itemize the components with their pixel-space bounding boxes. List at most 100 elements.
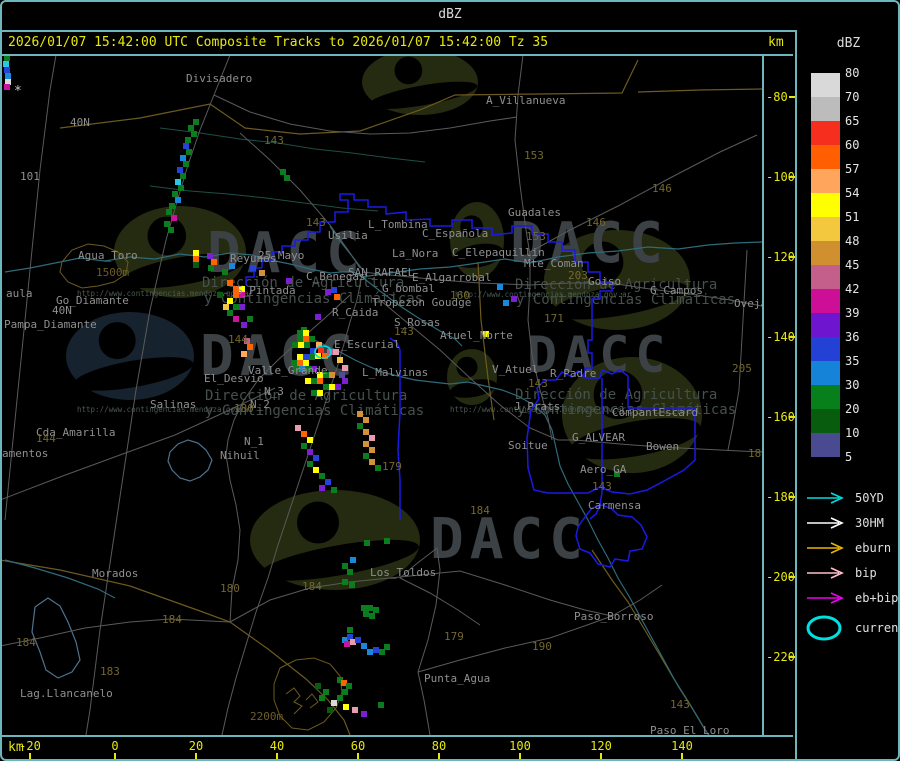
road-line [361,271,531,286]
echo-cell [357,411,363,417]
map-label: N_1 [244,435,264,448]
map-label: 146 [652,182,672,195]
track-arrow-icon [807,542,844,554]
road-line [221,274,363,735]
watermark-caption-text: y Contingencias Climáticas [205,403,424,419]
watermark-eye-band [449,379,497,398]
echo-cell [384,644,390,650]
scale-swatch [811,313,840,337]
legend-label: eb+bip [855,591,899,605]
dbz-scale-panel: dBZ 80 70 65 60 57 54 51 48 45 42 39 36 35 30 20 10 5 50Y… [795,30,900,759]
road-line [229,570,613,623]
map-label: Nihuil [220,449,260,462]
echo-cell [191,131,197,137]
echo-cell [217,292,223,298]
watermark-eye-band [552,281,689,320]
watermark-eye-band [259,539,419,581]
echo-cell [186,149,192,155]
echo-cell [317,378,323,384]
map-label: 171 [544,312,564,325]
scale-label: 70 [845,90,860,104]
echo-cell [309,354,315,360]
map-label: V_Atuel [492,363,538,376]
title-text: dBZ [438,7,462,22]
echo-cell [4,56,10,61]
bottom-axis-label: 80 [431,739,447,753]
echo-cell [315,683,321,689]
echo-cell [327,707,333,713]
echo-cell [329,384,335,390]
map-label: Soitue [508,439,548,452]
echo-cell [180,173,186,179]
echo-cell [343,704,349,710]
scale-swatch [811,121,840,145]
map-label: 184 [162,613,182,626]
department-boundary [245,267,262,285]
bottom-axis-tick [357,753,359,759]
map-label: 143 [528,377,548,390]
echo-cell [293,366,299,372]
current-storm-ellipse [314,345,332,359]
echo-cell [295,425,301,431]
echo-cell [346,683,352,689]
watermark-eye-pupil [581,241,624,284]
echo-cell [298,342,304,348]
river-line [329,225,363,270]
road-line [529,282,762,307]
echo-cell [229,263,235,269]
echo-cell [311,390,317,396]
bottom-distance-axis: km -20 0 20 40 60 80 100 120 140 [0,735,793,761]
map-label: Los_Toldos [370,566,436,579]
echo-cell [307,461,313,467]
km-unit-top: km [768,35,784,50]
map-label: 40N [70,116,90,129]
road-line [239,132,361,269]
echo-cell [211,259,217,265]
echo-cell [331,487,337,493]
map-label: A_Villanueva [486,94,565,107]
echo-cell [175,197,181,203]
map-label: SAN_RAFAEL [348,266,415,279]
road-secondary [2,559,351,735]
echo-cell [4,84,10,90]
echo-cell [307,449,313,455]
road-line [225,294,351,456]
bottom-axis-label: 140 [671,739,693,753]
river-line [4,559,116,599]
radar-map-area[interactable]: DACC DACC DACC DACC DACC Dirección de Agricul… [2,56,762,735]
echo-cell [317,390,323,396]
road-secondary [591,549,710,735]
road-secondary [637,88,762,93]
right-axis-label: -80 [766,90,788,104]
watermark-caption-text: Dirección de Agricultura [205,388,407,404]
echo-cell [280,169,286,175]
echo-cell [363,429,369,435]
echo-cell [323,689,329,695]
echo-cell [322,353,328,359]
echo-cell [311,378,317,384]
echo-cell [503,300,509,306]
echo-cell [239,292,245,298]
right-axis-label: -120 [766,250,795,264]
echo-cell [361,711,367,717]
right-axis-label: -160 [766,410,795,424]
echo-cell [373,647,379,653]
echo-cell [164,221,170,227]
echo-cell [363,441,369,447]
map-label: L_Tombina [368,218,428,231]
echo-cell [305,378,311,384]
bottom-axis-label: 20 [188,739,204,753]
scale-swatch [811,241,840,265]
map-label: 180 [220,582,240,595]
map-label: C_Elepaquillin [452,246,545,259]
map-label: 153 [526,230,546,243]
map-label: E_Algarrobal [412,271,491,284]
stream-line [159,127,426,163]
echo-cell [331,287,337,293]
map-label: El_Desvio [204,372,264,385]
map-label: 203 [568,269,588,282]
echo-cell [233,292,239,298]
road-line [527,284,553,441]
echo-cell [313,455,319,461]
